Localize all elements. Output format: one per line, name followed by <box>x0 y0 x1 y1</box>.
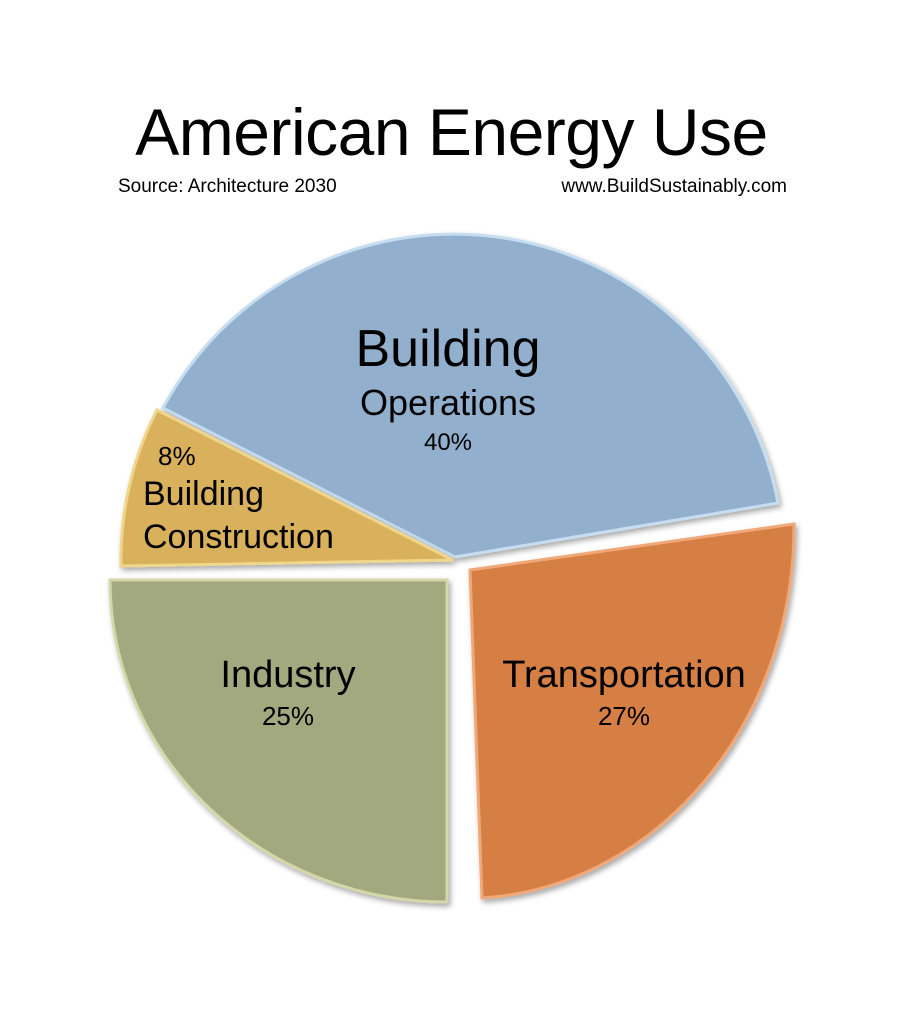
website-credit: www.BuildSustainably.com <box>561 176 787 197</box>
slice-building-operations <box>160 232 780 559</box>
slice-industry <box>108 578 449 904</box>
chart-title: American Energy Use <box>135 95 768 169</box>
construction-label-line2: Construction <box>143 518 334 556</box>
operations-label-line1: Building <box>355 320 541 378</box>
industry-label: Industry <box>220 654 356 696</box>
source-note: Source: Architecture 2030 <box>118 176 337 197</box>
construction-label-line1: Building <box>143 475 264 513</box>
slice-transportation <box>468 522 796 900</box>
slice-building-construction <box>119 407 454 568</box>
operations-label-line2: Operations <box>359 382 537 423</box>
construction-percent: 8% <box>158 441 196 471</box>
transportation-label: Transportation <box>502 654 746 696</box>
industry-percent: 25% <box>261 701 315 731</box>
operations-percent: 40% <box>423 429 473 456</box>
transportation-percent: 27% <box>597 701 651 731</box>
